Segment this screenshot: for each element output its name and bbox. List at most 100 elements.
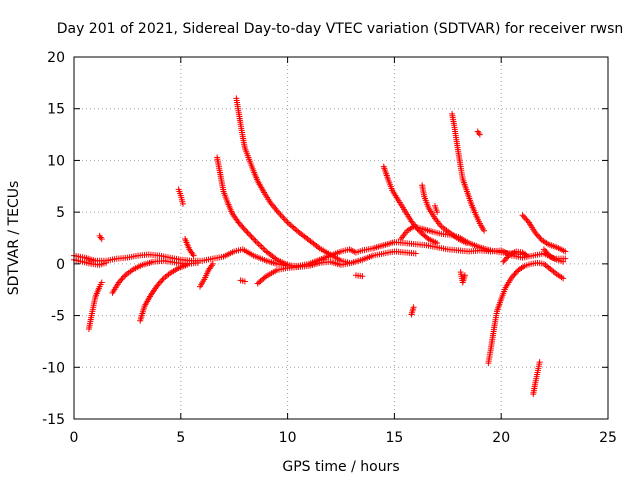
- data-point: [359, 273, 366, 280]
- data-point: [475, 130, 482, 137]
- data-point: [257, 242, 264, 249]
- chart-title: Day 201 of 2021, Sidereal Day-to-day VTE…: [57, 21, 624, 37]
- data-point: [510, 272, 517, 279]
- plot-area-frame: [73, 56, 609, 420]
- x-tick-label: 10: [279, 430, 297, 446]
- data-point: [536, 359, 543, 366]
- data-point: [501, 257, 508, 264]
- y-tick-label: 20: [47, 50, 65, 66]
- data-point: [235, 219, 242, 226]
- data-point: [502, 255, 509, 262]
- data-point: [410, 304, 417, 311]
- data-point: [536, 234, 543, 241]
- data-point: [292, 226, 299, 233]
- data-point: [434, 240, 441, 247]
- y-tick-label: 0: [56, 257, 65, 273]
- data-point: [241, 226, 248, 233]
- data-point: [522, 251, 529, 258]
- data-point: [508, 274, 515, 281]
- y-tick-label: -10: [42, 360, 65, 376]
- data-point: [434, 209, 441, 216]
- data-point: [424, 234, 431, 241]
- data-points: [71, 95, 569, 398]
- data-point: [562, 255, 569, 262]
- data-point: [560, 275, 567, 282]
- data-point: [562, 248, 569, 255]
- axis-ticks: 0 5 10 15 20 25 -15 -10 -5 0 5 10 15 20: [42, 50, 617, 446]
- data-point: [240, 225, 247, 232]
- data-point: [261, 274, 268, 281]
- data-point: [511, 271, 518, 278]
- y-tick-label: 5: [56, 205, 65, 221]
- data-point: [251, 236, 258, 243]
- x-tick-label: 15: [385, 430, 403, 446]
- data-point: [190, 252, 197, 259]
- data-point: [260, 245, 267, 252]
- data-point: [119, 275, 126, 282]
- data-point: [520, 213, 527, 220]
- data-point: [239, 223, 246, 230]
- data-point: [274, 208, 281, 215]
- data-point: [247, 232, 254, 239]
- data-point: [261, 246, 268, 253]
- data-point: [290, 224, 297, 231]
- data-point: [255, 241, 262, 248]
- data-point: [481, 227, 488, 234]
- data-point: [289, 223, 296, 230]
- y-tick-label: -15: [42, 412, 65, 428]
- data-point: [245, 230, 252, 237]
- data-point: [159, 276, 166, 283]
- data-point: [412, 250, 419, 257]
- data-point: [287, 222, 294, 229]
- data-point: [252, 238, 259, 245]
- data-point: [179, 200, 186, 207]
- data-point: [533, 231, 540, 238]
- data-point: [238, 222, 245, 229]
- data-point: [281, 216, 288, 223]
- data-point: [154, 282, 161, 289]
- data-point: [544, 250, 551, 257]
- x-tick-label: 25: [599, 430, 617, 446]
- y-axis-label: SDTVAR / TECUs: [6, 181, 22, 296]
- data-point: [542, 247, 549, 254]
- data-point: [534, 232, 541, 239]
- data-point: [209, 260, 216, 267]
- data-point: [280, 214, 287, 221]
- data-point: [97, 234, 104, 241]
- data-point: [118, 276, 125, 283]
- data-point: [194, 259, 201, 266]
- data-point: [560, 258, 567, 265]
- data-point: [249, 235, 256, 242]
- y-tick-label: -5: [51, 309, 65, 325]
- data-point: [543, 249, 550, 256]
- data-point: [461, 272, 468, 279]
- data-point: [103, 259, 110, 266]
- data-point: [244, 229, 251, 236]
- data-point: [532, 229, 539, 236]
- data-point: [504, 254, 511, 261]
- data-point: [120, 273, 127, 280]
- data-point: [254, 239, 261, 246]
- data-point: [286, 220, 293, 227]
- x-tick-label: 20: [492, 430, 510, 446]
- data-point: [258, 244, 265, 251]
- data-point: [464, 240, 471, 247]
- y-tick-label: 10: [47, 153, 65, 169]
- data-point: [98, 236, 105, 243]
- x-axis-label: GPS time / hours: [282, 459, 399, 475]
- data-point: [158, 278, 165, 285]
- x-tick-label: 5: [176, 430, 185, 446]
- grid: [74, 57, 608, 419]
- data-point: [519, 212, 526, 219]
- data-point: [476, 131, 483, 138]
- data-point: [540, 246, 547, 253]
- data-point: [284, 219, 291, 226]
- data-point: [523, 252, 530, 259]
- data-point: [98, 279, 105, 286]
- x-tick-label: 0: [70, 430, 79, 446]
- data-point: [243, 228, 250, 235]
- data-point: [524, 218, 531, 225]
- data-point: [155, 281, 162, 288]
- data-point: [184, 261, 191, 268]
